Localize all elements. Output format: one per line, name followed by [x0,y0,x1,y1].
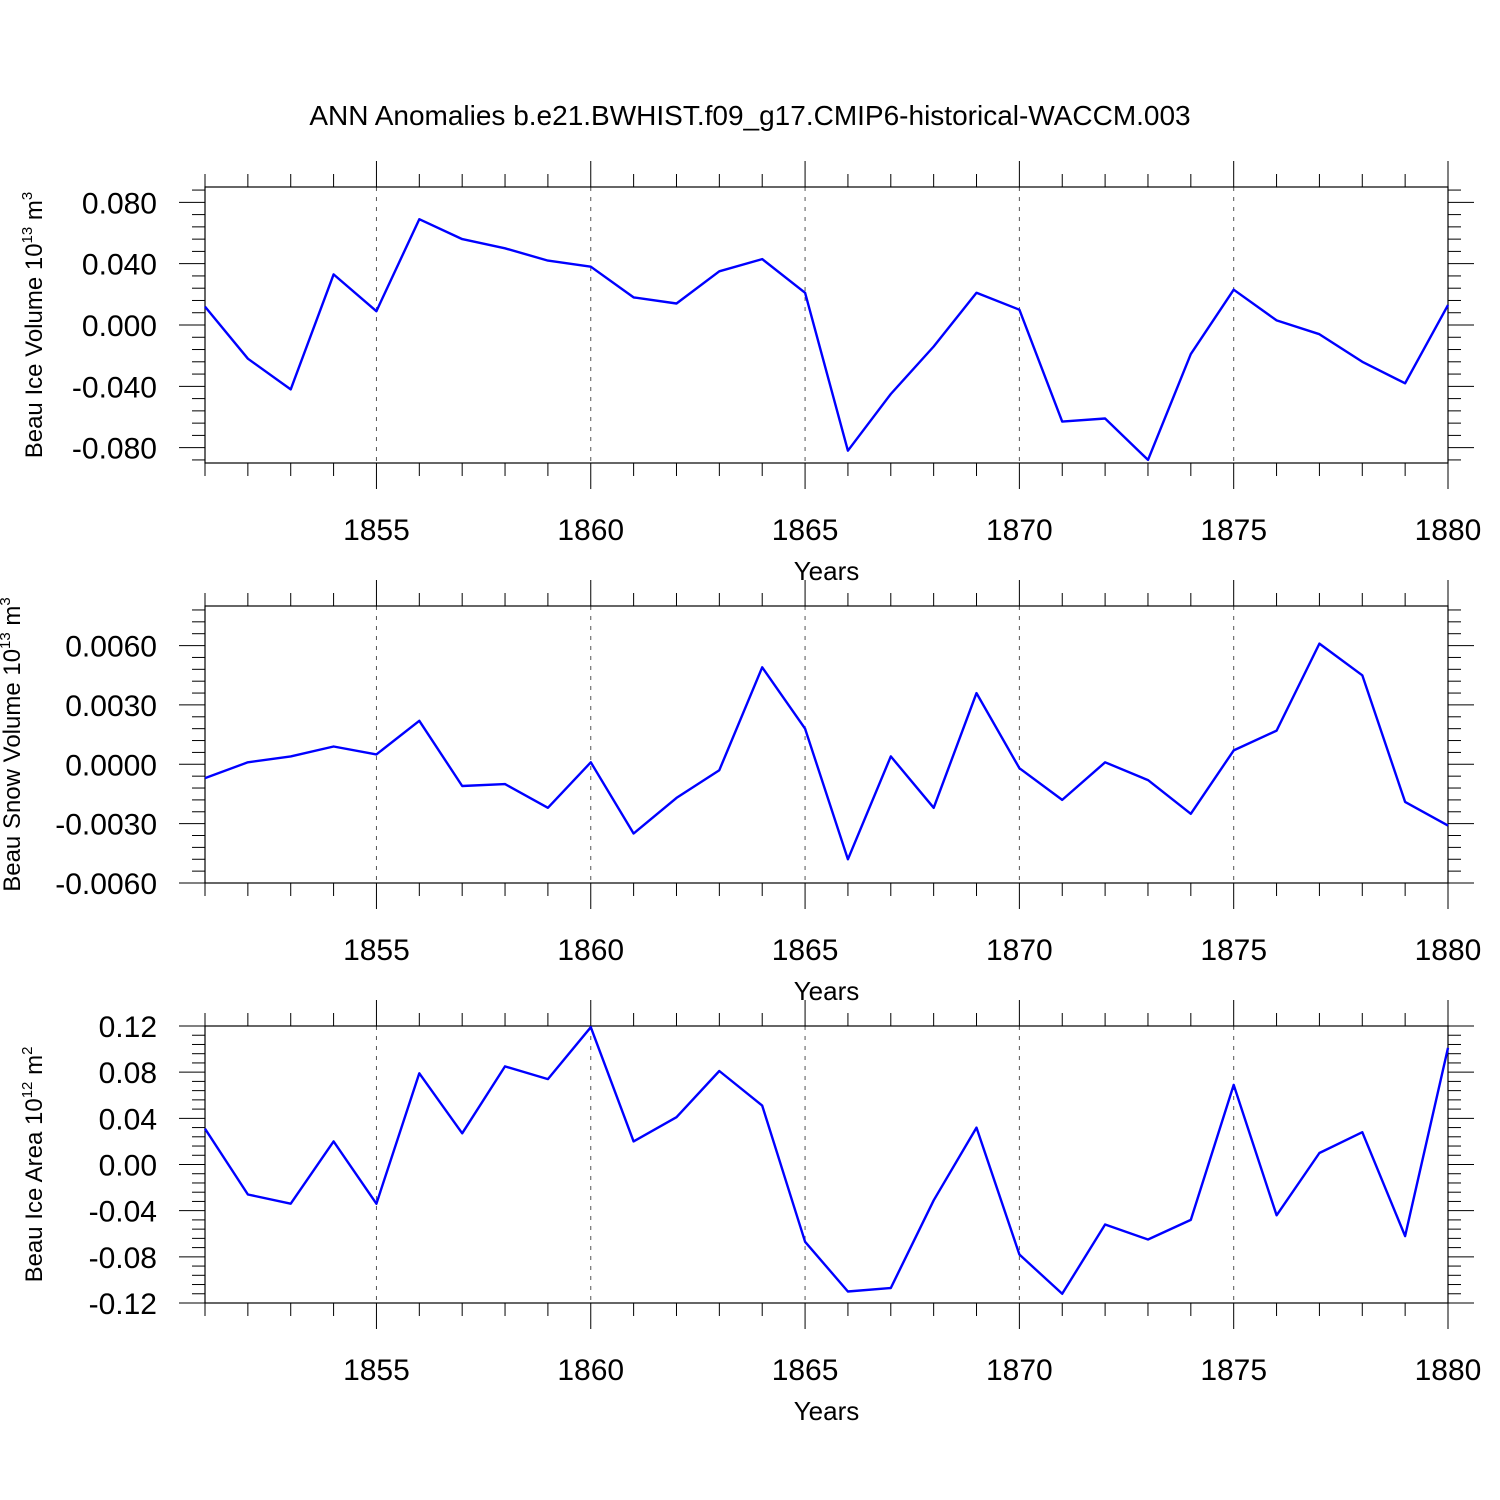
y-axis-label: Beau Snow Volume 1013 m3 [0,597,26,892]
y-tick-label: -0.0060 [55,868,157,901]
x-tick-label: 1860 [557,934,624,967]
y-tick-label: -0.040 [72,371,157,404]
x-tick-label: 1855 [343,1354,410,1387]
y-tick-label: 0.00 [99,1150,157,1183]
chart-panel-3: -0.12 -0.08 -0.04 0.00 0.04 0.08 0.12 1855 1860 1… [19,1000,1481,1426]
x-axis-label: Years [794,976,860,1006]
x-tick-label: 1870 [986,514,1053,547]
series-line [203,1025,1450,1296]
y-tick-label: 0.08 [99,1057,157,1090]
x-axis-label: Years [794,1396,860,1426]
x-tick-label: 1865 [772,934,839,967]
x-tick-label: 1855 [343,934,410,967]
plot-frame [204,1025,1449,1304]
x-tick-label: 1860 [557,1354,624,1387]
y-axis-label: Beau Ice Volume 1013 m3 [19,192,48,459]
y-tick-label: 0.0000 [65,749,157,782]
x-axis-label: Years [794,556,860,586]
y-tick-label: -0.0030 [55,809,157,842]
y-tick-label: 0.0030 [65,690,157,723]
y-tick-label: -0.08 [89,1242,157,1275]
x-tick-label: 1865 [772,1354,839,1387]
y-tick-label: 0.0060 [65,631,157,664]
x-tick-label: 1880 [1415,1354,1482,1387]
y-tick-label: 0.080 [82,187,157,220]
x-tick-label: 1880 [1415,934,1482,967]
x-tick-label: 1880 [1415,514,1482,547]
x-tick-label: 1860 [557,514,624,547]
y-tick-label: 0.12 [99,1011,157,1044]
series-line [204,642,1449,861]
y-tick-label: -0.04 [89,1196,157,1229]
y-tick-label: 0.040 [82,249,157,282]
series-line [204,217,1450,462]
chart-title: ANN Anomalies b.e21.BWHIST.f09_g17.CMIP6… [309,100,1190,131]
x-tick-label: 1865 [772,514,839,547]
y-axis-label: Beau Ice Area 1012 m2 [19,1047,48,1283]
plot-frame [204,186,1449,464]
x-tick-label: 1870 [986,934,1053,967]
plot-frame [204,605,1449,884]
x-tick-label: 1855 [343,514,410,547]
x-tick-label: 1875 [1200,934,1267,967]
x-tick-label: 1875 [1200,514,1267,547]
chart-panel-2: -0.0060 -0.0030 0.0000 0.0030 0.0060 1855 1860… [0,580,1481,1006]
y-tick-label: -0.080 [72,433,157,466]
x-tick-label: 1870 [986,1354,1053,1387]
chart-panel-1: -0.080 -0.040 0.000 0.040 0.080 1855 1860 1865 1… [19,161,1481,586]
y-tick-label: -0.12 [89,1288,157,1321]
y-tick-label: 0.000 [82,310,157,343]
y-tick-label: 0.04 [99,1103,157,1136]
x-tick-label: 1875 [1200,1354,1267,1387]
